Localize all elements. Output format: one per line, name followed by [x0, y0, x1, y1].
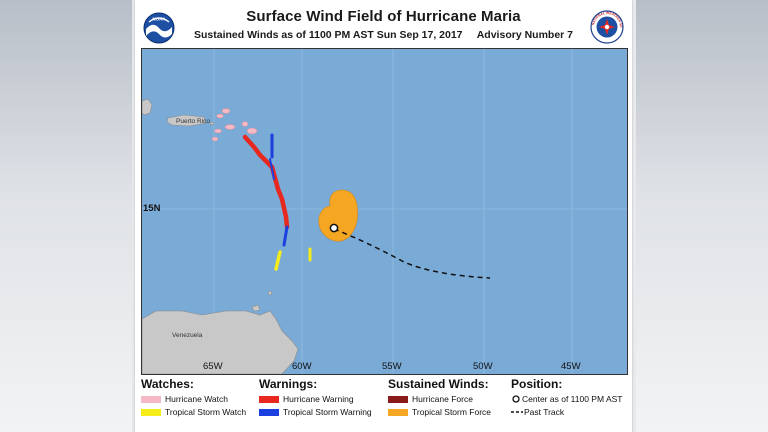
- tropical-storm-watch-line-1: [274, 250, 282, 271]
- legend-hurricane-watch: Hurricane Watch: [165, 394, 228, 404]
- legend-hurricane-force: Hurricane Force: [412, 394, 473, 404]
- tropical-storm-warning-line-south: [282, 225, 289, 247]
- land: [142, 98, 299, 374]
- place-label-venezuela: Venezuela: [172, 332, 203, 339]
- watch-area-5: [211, 136, 219, 142]
- legend-warnings: Warnings: Hurricane Warning Tropical Sto…: [259, 377, 387, 417]
- place-label-puerto-rico: Puerto Rico: [176, 118, 210, 125]
- tropical-storm-warning-swatch: [259, 409, 279, 416]
- hurricane-watch-areas: [211, 108, 258, 142]
- lon-label-55w: 55W: [382, 361, 402, 372]
- lat-label-15n: 15N: [143, 203, 161, 214]
- watch-area-3: [224, 124, 236, 130]
- noaa-logo-text: NOAA: [152, 17, 166, 22]
- legend-warnings-heading: Warnings:: [259, 377, 318, 391]
- lon-label-60w: 60W: [292, 361, 312, 372]
- hispaniola-edge: [142, 98, 153, 116]
- past-track-icon: [511, 411, 523, 413]
- noaa-logo-icon: NOAA: [143, 12, 175, 44]
- tropical-storm-watch-swatch: [141, 409, 161, 416]
- map-panel: Puerto Rico Venezuela 15N 65W 60W 55W 50…: [141, 48, 628, 375]
- background-left: [0, 0, 132, 432]
- lon-label-65w: 65W: [203, 361, 223, 372]
- hurricane-force-swatch: [388, 396, 408, 403]
- lon-label-45w: 45W: [561, 361, 581, 372]
- venezuela-coast: [142, 310, 299, 374]
- legend-hurricane-warning: Hurricane Warning: [283, 394, 354, 404]
- center-marker-icon: [512, 395, 520, 403]
- legend-center-position: Center as of 1100 PM AST: [522, 394, 623, 404]
- legend-position: Position: Center as of 1100 PM AST Past …: [511, 377, 626, 417]
- legend-tropical-storm-warning: Tropical Storm Warning: [283, 407, 372, 417]
- tobago: [267, 290, 273, 296]
- header: NOAA Surface Wind Field of Hurricane Mar…: [135, 6, 632, 46]
- watch-area-6: [241, 121, 249, 127]
- page-subtitle: Sustained Winds as of 1100 PM AST Sun Se…: [194, 29, 573, 41]
- hurricane-warning-swatch: [259, 396, 279, 403]
- advisory-graphic: NOAA Surface Wind Field of Hurricane Mar…: [135, 0, 632, 432]
- vieques: [209, 121, 215, 126]
- legend-position-heading: Position:: [511, 377, 563, 391]
- hurricane-watch-swatch: [141, 396, 161, 403]
- background-right: [636, 0, 768, 432]
- watch-area-1: [221, 108, 231, 114]
- puerto-rico: [166, 114, 207, 127]
- past-track-line: [333, 228, 491, 279]
- legend-watches: Watches: Hurricane Watch Tropical Storm …: [141, 377, 259, 417]
- legend: Watches: Hurricane Watch Tropical Storm …: [141, 377, 626, 429]
- legend-sustained-winds: Sustained Winds: Hurricane Force Tropica…: [388, 377, 510, 417]
- legend-tropical-storm-watch: Tropical Storm Watch: [165, 407, 247, 417]
- legend-tropical-storm-force: Tropical Storm Force: [412, 407, 492, 417]
- watch-area-2: [216, 113, 224, 119]
- storm-center-marker: [329, 223, 339, 233]
- watch-area-4: [214, 128, 222, 134]
- lon-label-50w: 50W: [473, 361, 493, 372]
- tropical-storm-force-wind-field: [318, 189, 358, 242]
- tropical-storm-force-swatch: [388, 409, 408, 416]
- nws-logo-icon: NATIONAL WEATHER SERVICE: [590, 10, 624, 44]
- map-canvas: [142, 49, 627, 374]
- page-title: Surface Wind Field of Hurricane Maria: [246, 8, 521, 25]
- legend-watches-heading: Watches:: [141, 377, 194, 391]
- tropical-storm-warning-line-mid: [269, 158, 275, 180]
- legend-past-track: Past Track: [524, 407, 565, 417]
- legend-winds-heading: Sustained Winds:: [388, 377, 489, 391]
- watch-area-7: [246, 127, 258, 135]
- trinidad: [251, 304, 261, 312]
